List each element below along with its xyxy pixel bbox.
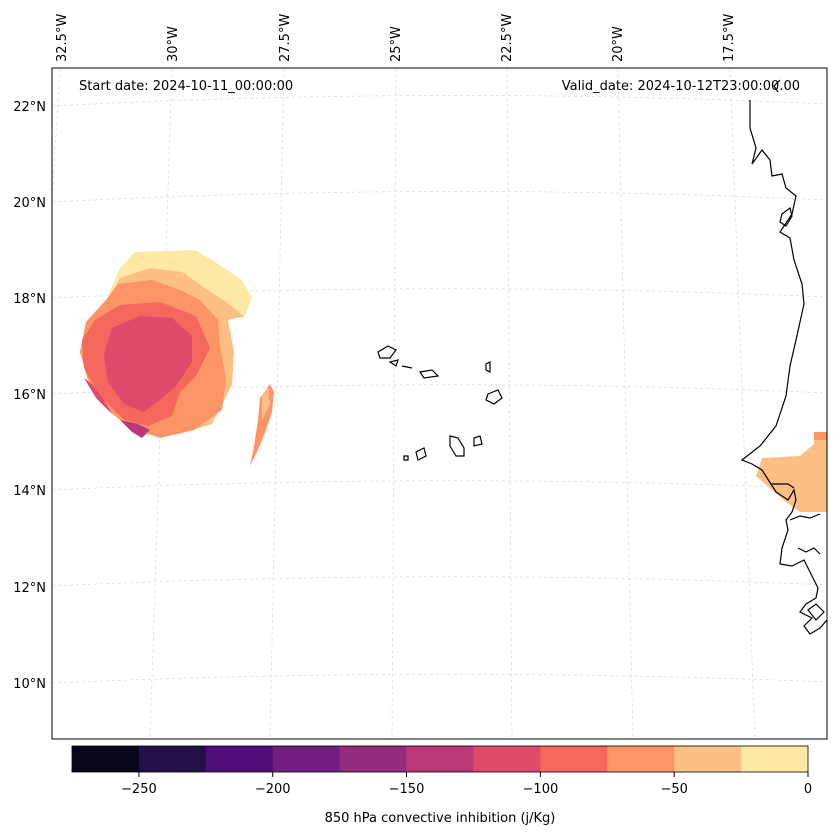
colorbar-bin (138, 746, 207, 772)
island-sao-nicolau (418, 369, 440, 379)
colorbar-bin (741, 746, 809, 772)
colorbar-bin (674, 746, 742, 772)
tick-label-minus250: −250 (121, 782, 157, 797)
lon-label-32-5w: 32.5°W (55, 14, 70, 62)
map-panel: Start date: 2024-10-11_00:00:00 Valid_da… (51, 67, 828, 740)
cin-strip-minus50-minus25 (262, 386, 270, 420)
map-frame (51, 67, 828, 740)
gridline-lon-20w (617, 67, 634, 740)
colorbar-ticks (138, 772, 809, 777)
lat-label-16n: 16°N (13, 388, 46, 403)
latitude-labels: 22°N 20°N 18°N 16°N 14°N 12°N 10°N (13, 100, 46, 692)
lon-label-30w: 30°W (166, 26, 181, 62)
cin-contour-minus150-minus125 (120, 420, 150, 438)
island-maio (473, 435, 483, 447)
gridline-lon-22-5w (506, 67, 513, 740)
gridline-lon-30w (149, 67, 173, 740)
cin-field-east (756, 432, 827, 512)
gridline-lat-12n (51, 576, 828, 587)
lon-label-27-5w: 27.5°W (278, 14, 293, 62)
gridline-lat-22n (51, 95, 828, 107)
lat-label-22n: 22°N (13, 100, 46, 115)
tick-label-minus200: −200 (255, 782, 291, 797)
gridline-lon-17-5w (729, 67, 756, 740)
colorbar-bin (406, 746, 474, 772)
lat-label-18n: 18°N (13, 292, 46, 307)
gridline-lon-32-5w (51, 67, 61, 201)
coastline-bay-feature (779, 206, 793, 227)
gridline-lon-27-5w (269, 67, 285, 740)
gridline-lat-14n (51, 480, 828, 491)
cin-contour-edge-west (84, 378, 112, 414)
coastline-north-segment (773, 79, 781, 93)
colorbar-bin (272, 746, 341, 772)
island-santa-luzia (401, 365, 413, 369)
island-boa-vista (485, 389, 503, 405)
island-brava (403, 455, 409, 461)
colorbar-bin (205, 746, 274, 772)
cin-contour-east-minus75-minus50 (814, 432, 827, 440)
colorbar-frame (71, 745, 809, 773)
colorbar-bin (473, 746, 541, 772)
casamance-river (789, 513, 821, 521)
colorbar: −250 −200 −150 −100 −50 0 850 hPa convec… (71, 745, 812, 826)
colorbar-bin (72, 746, 140, 772)
lat-label-12n: 12°N (13, 581, 46, 596)
colorbar-bin (607, 746, 675, 772)
cin-field-west (80, 250, 274, 466)
island-fogo (415, 447, 427, 461)
bissagos-islands (797, 547, 821, 555)
colorbar-label: 850 hPa convective inhibition (j/Kg) (325, 811, 556, 826)
lat-label-14n: 14°N (13, 484, 46, 499)
cape-verde-islands (377, 345, 503, 461)
gridline-lat-20n (51, 191, 828, 203)
longitude-labels: 32.5°W 30°W 27.5°W 25°W 22.5°W 20°W 17.5… (55, 14, 737, 62)
island-sao-vicente (388, 359, 399, 367)
valid-date-label: Valid_date: 2024-10-12T23:00:00.00 (562, 79, 800, 94)
lon-label-25w: 25°W (389, 26, 404, 62)
colorbar-bin (339, 746, 408, 772)
gridline-lon-25w (391, 67, 397, 740)
tick-label-minus100: −100 (523, 782, 559, 797)
island-santo-antao (377, 345, 397, 359)
colorbar-bins (72, 746, 809, 772)
gambia-river (770, 483, 795, 489)
colorbar-bin (540, 746, 608, 772)
tick-label-minus150: −150 (389, 782, 425, 797)
african-coastline (740, 79, 828, 635)
gridline-lat-10n (51, 673, 828, 684)
lon-label-20w: 20°W (611, 26, 626, 62)
lon-label-17-5w: 17.5°W (722, 14, 737, 62)
start-date-label: Start date: 2024-10-11_00:00:00 (79, 79, 293, 94)
island-santiago (449, 435, 465, 457)
lat-label-10n: 10°N (13, 677, 46, 692)
tick-label-0: 0 (804, 782, 812, 797)
coastal-islet (807, 603, 825, 621)
island-sal (485, 361, 491, 373)
lon-label-22-5w: 22.5°W (500, 14, 515, 62)
cin-contour-minus125-minus100 (104, 316, 192, 412)
lat-label-20n: 20°N (13, 196, 46, 211)
cin-contour-east-minus50-minus25 (756, 432, 827, 512)
tick-label-minus50: −50 (660, 782, 687, 797)
coastline-mauritania-senegal-guinea (740, 100, 828, 635)
